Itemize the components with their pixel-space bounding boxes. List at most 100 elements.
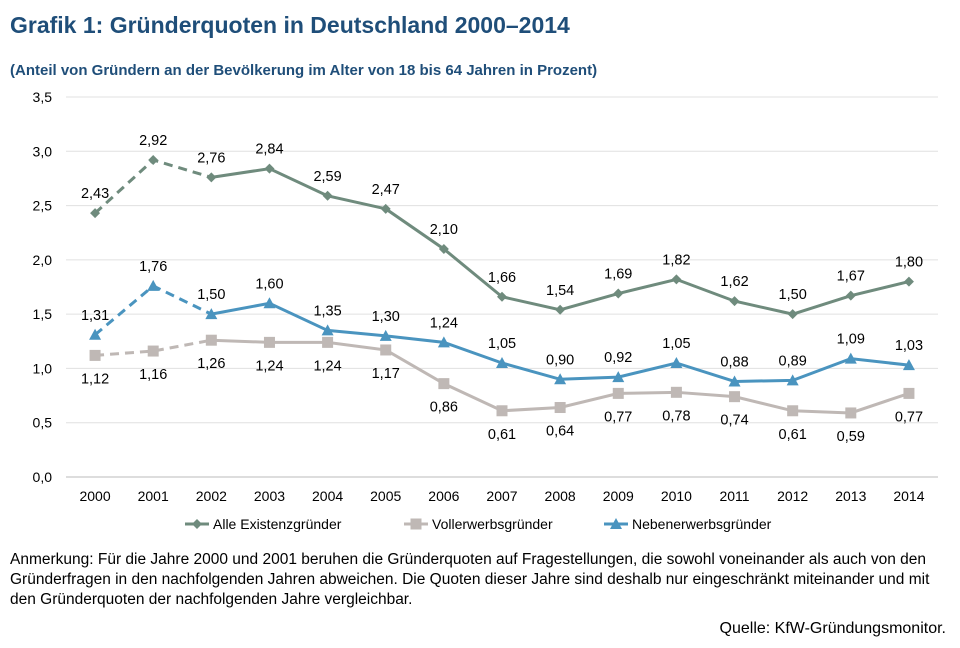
x-tick-label: 2001 (138, 488, 169, 504)
square-marker (380, 344, 392, 356)
data-label: 0,86 (430, 400, 458, 416)
legend-label: Alle Existenzgründer (213, 516, 342, 532)
data-label: 1,80 (895, 255, 923, 271)
data-label: 2,43 (81, 186, 109, 202)
square-marker (845, 407, 857, 419)
data-label: 1,12 (81, 371, 109, 387)
triangle-marker (379, 329, 392, 341)
square-marker (729, 391, 741, 403)
data-label: 0,89 (779, 353, 807, 369)
diamond-marker (90, 208, 101, 219)
data-label: 1,17 (372, 366, 400, 382)
x-tick-label: 2012 (777, 488, 808, 504)
triangle-marker (728, 375, 741, 387)
x-tick-label: 2014 (893, 488, 924, 504)
triangle-marker (670, 357, 683, 368)
series-line-dashed (94, 338, 212, 357)
data-label: 2,10 (430, 222, 458, 238)
data-label: 1,24 (313, 358, 341, 374)
data-label: 2,92 (139, 133, 167, 149)
data-label: 1,60 (255, 276, 283, 292)
triangle-marker (496, 357, 508, 368)
legend-label: Vollerwerbsgründer (432, 516, 553, 532)
x-tick-label: 2005 (370, 488, 401, 504)
x-tick-label: 2010 (661, 488, 692, 504)
y-tick-label: 2,5 (33, 198, 53, 214)
data-label: 0,78 (662, 408, 690, 424)
diamond-marker (845, 290, 856, 301)
y-tick-label: 3,5 (33, 89, 53, 105)
data-label: 1,67 (837, 269, 865, 285)
triangle-marker (786, 374, 799, 386)
triangle-marker (437, 336, 450, 348)
data-label: 2,59 (313, 169, 341, 185)
x-tick-label: 2009 (603, 488, 634, 504)
y-tick-label: 3,0 (33, 143, 53, 159)
diamond-marker (148, 154, 159, 165)
data-label: 1,05 (662, 336, 690, 352)
data-label: 1,30 (372, 309, 400, 325)
data-label: 0,61 (488, 427, 516, 443)
triangle-marker (610, 518, 622, 529)
data-label: 0,61 (779, 427, 807, 443)
square-marker (787, 405, 799, 417)
square-marker (89, 349, 101, 361)
data-label: 1,26 (197, 356, 225, 372)
x-tick-label: 2006 (428, 488, 459, 504)
square-marker (903, 387, 915, 399)
y-tick-label: 1,5 (33, 306, 53, 322)
square-marker (147, 345, 159, 357)
x-tick-label: 2008 (545, 488, 576, 504)
triangle-marker (612, 371, 625, 383)
data-label: 1,31 (81, 308, 109, 324)
data-label: 2,84 (255, 142, 283, 158)
triangle-marker (205, 308, 218, 320)
data-label: 1,82 (662, 252, 690, 268)
diamond-marker (380, 203, 391, 214)
chart-source: Quelle: KfW-Gründungsmonitor. (719, 620, 946, 637)
data-label: 0,88 (720, 354, 748, 370)
square-marker (554, 402, 566, 414)
data-label: 0,90 (546, 352, 574, 368)
diamond-marker (322, 190, 333, 201)
diamond-marker (438, 244, 449, 254)
triangle-marker (554, 373, 567, 385)
triangle-marker (902, 359, 915, 371)
data-label: 1,50 (779, 287, 807, 303)
data-label: 1,54 (546, 283, 574, 299)
data-label: 1,76 (139, 259, 167, 275)
x-tick-label: 2011 (719, 488, 749, 504)
data-label: 0,64 (546, 424, 574, 440)
triangle-marker (321, 324, 334, 336)
diamond-marker (787, 309, 798, 320)
data-label: 2,76 (197, 150, 225, 166)
x-tick-label: 2013 (835, 488, 866, 504)
chart-subtitle: (Anteil von Gründern an der Bevölkerung … (10, 62, 598, 79)
square-marker (322, 336, 334, 348)
x-tick-label: 2007 (486, 488, 517, 504)
x-tick-label: 2003 (254, 488, 285, 504)
data-label: 1,24 (430, 315, 458, 331)
legend-label: Nebenerwerbsgründer (632, 516, 772, 532)
square-marker (263, 336, 275, 348)
data-label: 1,03 (895, 338, 923, 354)
square-marker (496, 405, 508, 417)
diamond-marker (729, 296, 740, 307)
data-label: 2,47 (372, 182, 400, 198)
diamond-marker (903, 276, 914, 287)
y-tick-label: 0,5 (33, 415, 53, 431)
chart-title: Grafik 1: Gründerquoten in Deutschland 2… (10, 12, 570, 38)
square-marker (670, 386, 682, 398)
y-tick-label: 2,0 (33, 252, 53, 268)
square-marker (410, 518, 422, 530)
data-label: 0,77 (895, 409, 923, 425)
diamond-marker (497, 291, 507, 302)
data-label: 1,50 (197, 287, 225, 303)
data-label: 1,24 (255, 358, 283, 374)
data-label: 1,66 (488, 270, 516, 286)
data-label: 0,77 (604, 409, 632, 425)
triangle-marker (844, 352, 857, 364)
diamond-marker (264, 163, 275, 174)
data-label: 1,16 (139, 367, 167, 383)
line-chart: 0,0 0,5 1,0 1,5 2,0 2,5 3,0 3,5 2000 2001 2002 2003… (33, 89, 938, 532)
